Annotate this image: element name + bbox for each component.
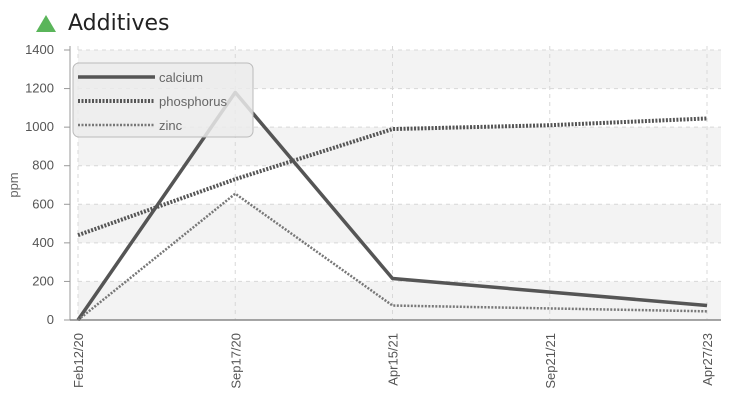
y-tick-label: 200 bbox=[32, 273, 54, 288]
x-tick-label: Feb12/20 bbox=[71, 333, 86, 388]
y-tick-label: 1200 bbox=[25, 81, 54, 96]
y-axis-label: ppm bbox=[6, 172, 21, 197]
x-tick-label: Apr15/21 bbox=[386, 333, 401, 386]
x-tick-label: Apr27/23 bbox=[700, 333, 715, 386]
y-tick-label: 0 bbox=[47, 312, 54, 327]
y-tick-label: 1400 bbox=[25, 42, 54, 57]
y-tick-label: 600 bbox=[32, 196, 54, 211]
legend-label-phosphorus: phosphorus bbox=[159, 94, 227, 109]
chart-header: Additives bbox=[36, 8, 169, 38]
x-tick-label: Sep17/20 bbox=[228, 333, 243, 389]
legend-label-zinc: zinc bbox=[159, 118, 183, 133]
y-tick-label: 1000 bbox=[25, 119, 54, 134]
x-tick-label: Sep21/21 bbox=[543, 333, 558, 389]
grid-band bbox=[78, 204, 721, 243]
chart-title: Additives bbox=[68, 10, 170, 36]
legend-box bbox=[72, 62, 254, 138]
series-line-calcium bbox=[76, 90, 708, 321]
y-tick-label: 800 bbox=[32, 158, 54, 173]
legend-label-calcium: calcium bbox=[159, 70, 203, 85]
green-triangle-icon bbox=[36, 14, 56, 32]
y-tick-label: 400 bbox=[32, 235, 54, 250]
series-line-zinc bbox=[77, 192, 708, 321]
grid-band bbox=[78, 281, 721, 320]
